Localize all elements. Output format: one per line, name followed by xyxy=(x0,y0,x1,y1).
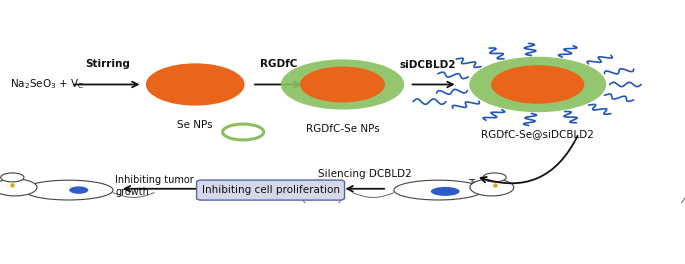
Circle shape xyxy=(69,186,88,194)
Circle shape xyxy=(483,173,506,182)
FancyBboxPatch shape xyxy=(197,180,345,200)
Circle shape xyxy=(470,179,514,196)
Ellipse shape xyxy=(469,57,606,112)
Circle shape xyxy=(1,173,24,182)
Circle shape xyxy=(0,179,37,196)
Text: Inhibiting cell proliferation: Inhibiting cell proliferation xyxy=(201,185,340,195)
Ellipse shape xyxy=(24,180,113,200)
Text: Inhibiting tumor
growth: Inhibiting tumor growth xyxy=(115,175,194,197)
Text: RGDfC-Se NPs: RGDfC-Se NPs xyxy=(306,124,379,134)
Ellipse shape xyxy=(146,63,245,106)
Text: siDCBLD2: siDCBLD2 xyxy=(400,60,456,70)
Text: RGDfC-Se@siDCBLD2: RGDfC-Se@siDCBLD2 xyxy=(482,129,594,139)
Ellipse shape xyxy=(491,65,584,104)
Text: RGDfC: RGDfC xyxy=(260,59,297,69)
Text: Se NPs: Se NPs xyxy=(177,120,213,130)
Ellipse shape xyxy=(394,180,483,200)
Text: Stirring: Stirring xyxy=(85,59,129,69)
Text: Silencing DCBLD2: Silencing DCBLD2 xyxy=(318,169,412,179)
FancyArrowPatch shape xyxy=(481,136,577,183)
Text: Tumor: Tumor xyxy=(469,179,501,189)
Ellipse shape xyxy=(300,67,385,102)
Ellipse shape xyxy=(281,59,404,110)
Ellipse shape xyxy=(431,187,460,196)
Text: Na$_2$SeO$_3$ + V$_\mathrm{C}$: Na$_2$SeO$_3$ + V$_\mathrm{C}$ xyxy=(10,78,85,91)
